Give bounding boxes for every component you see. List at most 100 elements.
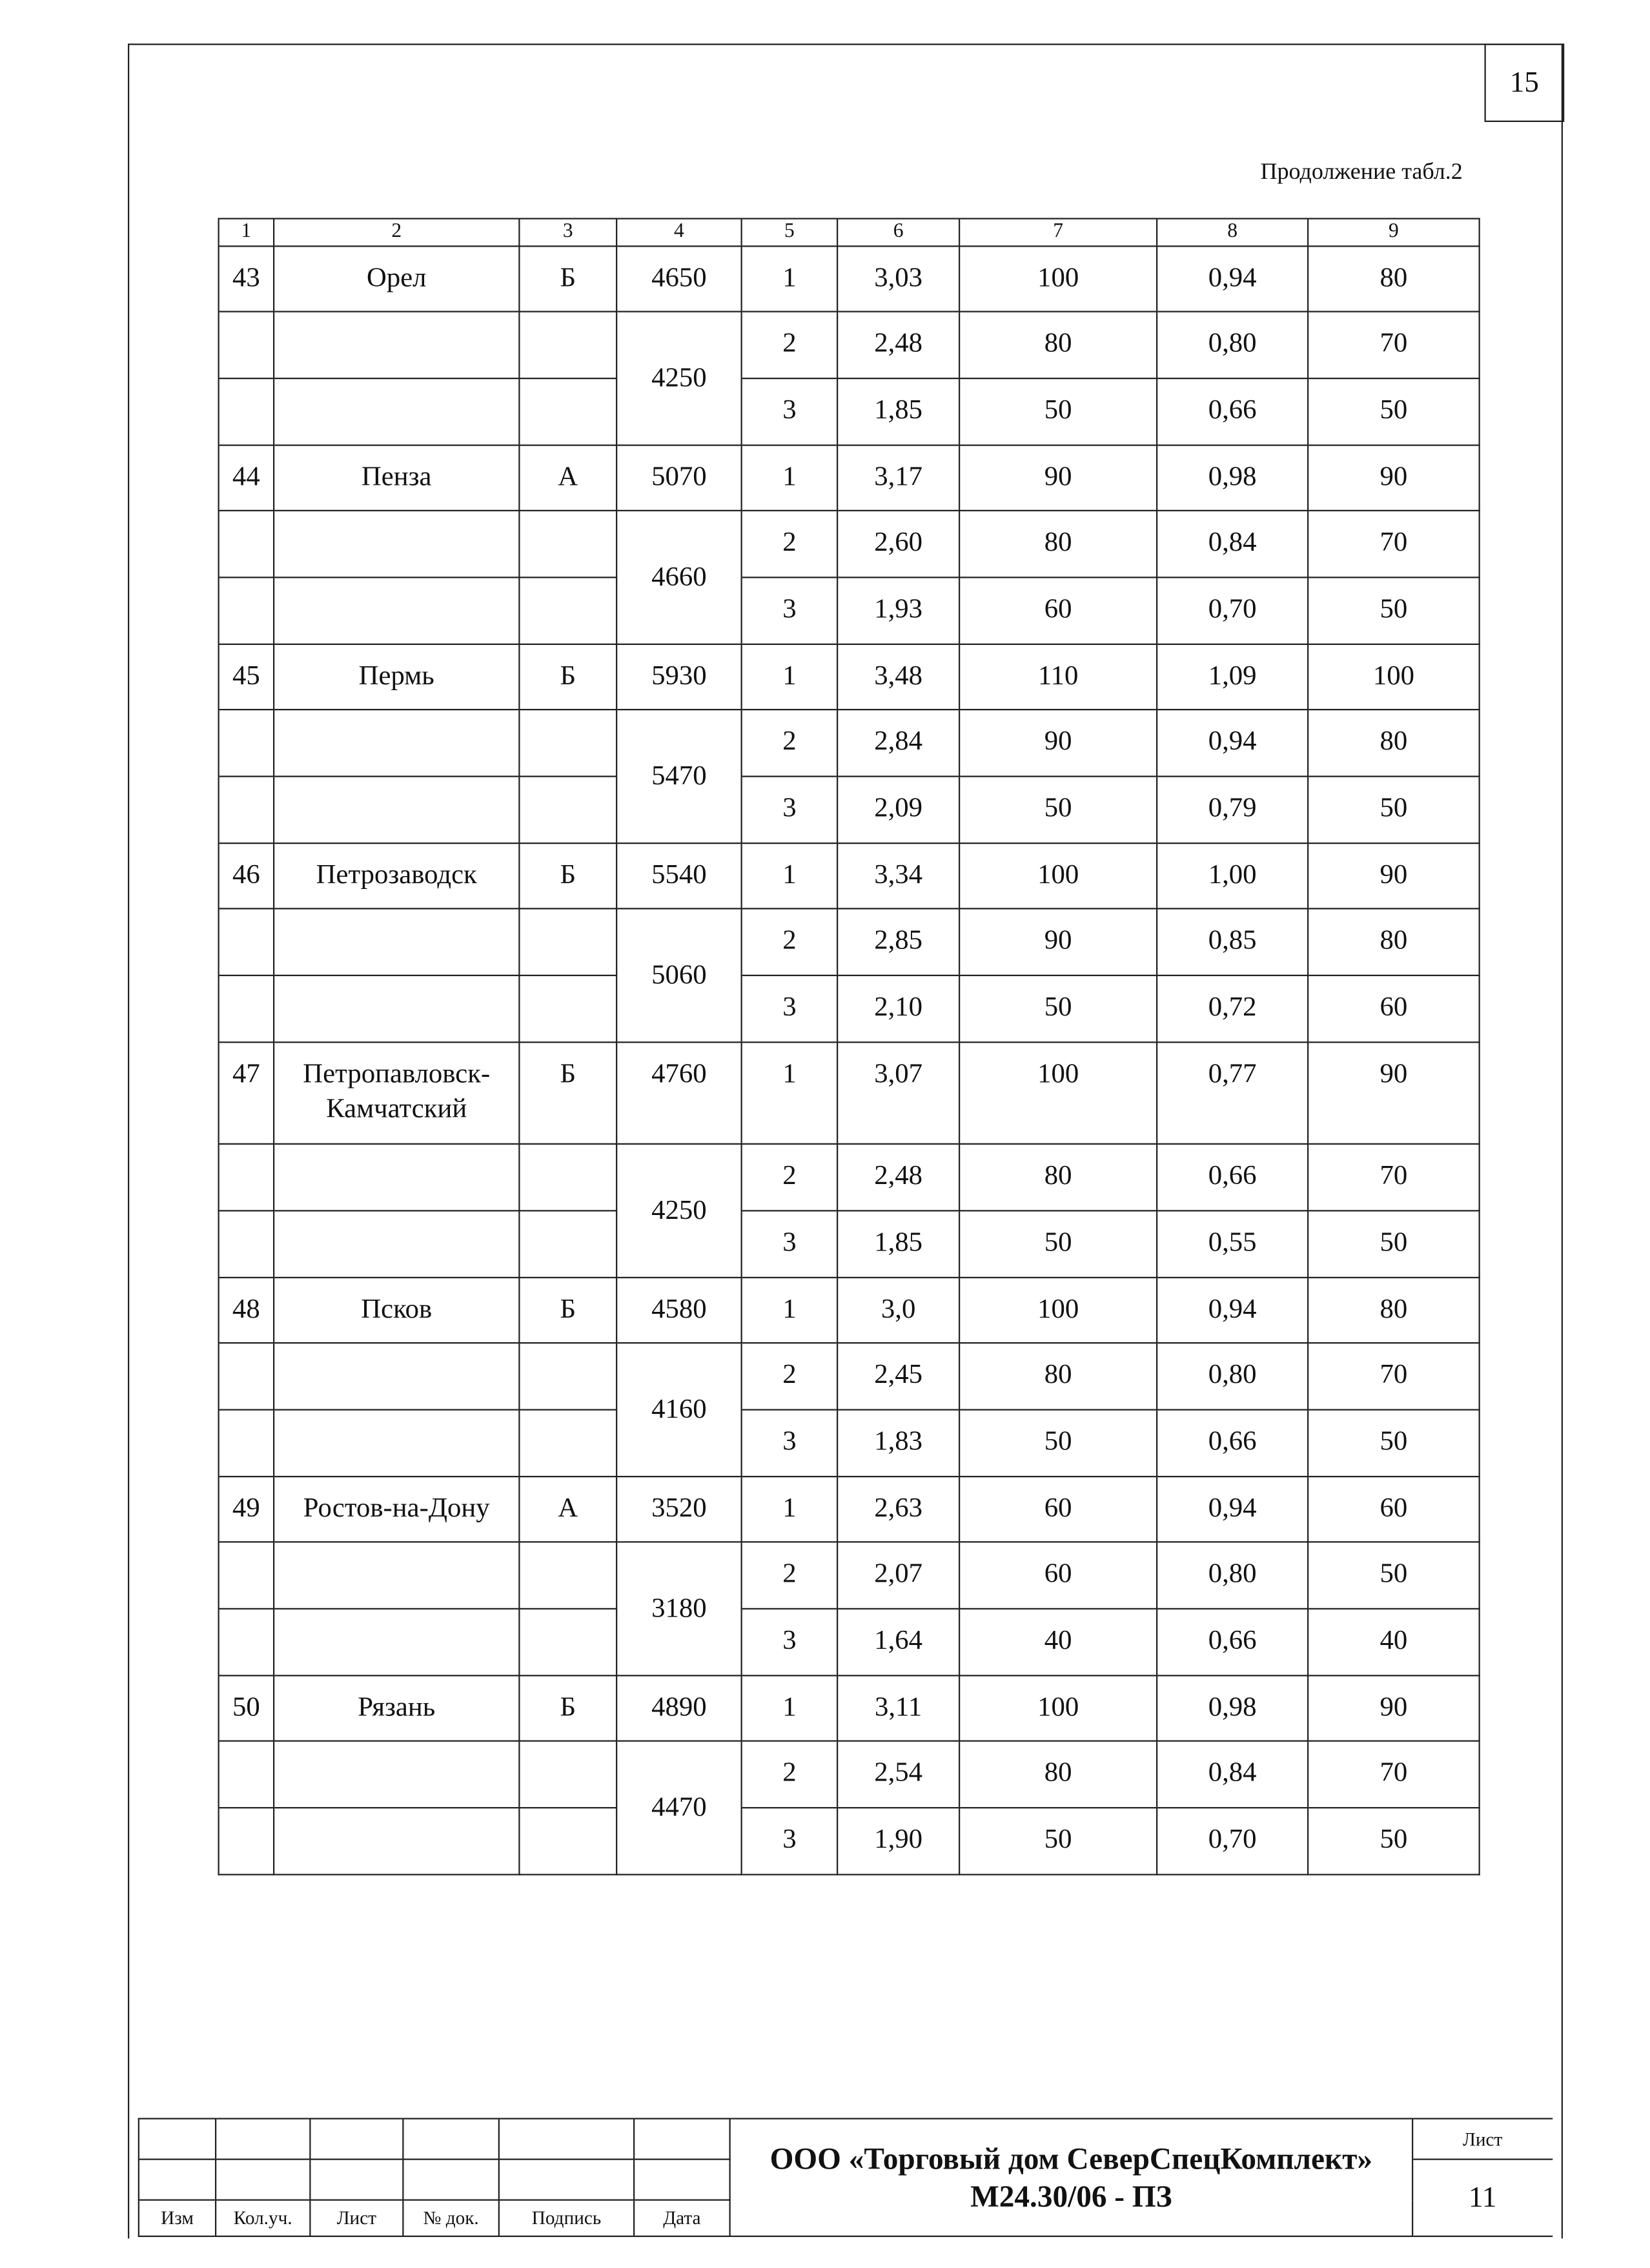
c8-value: 0,66 bbox=[1156, 378, 1309, 446]
city-name: Орел bbox=[273, 245, 520, 312]
c5-value: 1 bbox=[740, 1675, 839, 1742]
c7-value: 100 bbox=[959, 1041, 1158, 1145]
c5-value: 3 bbox=[740, 974, 839, 1043]
table-row: 5060 2 2,85 90 0,85 80 bbox=[218, 908, 1480, 1043]
c6-value: 1,93 bbox=[837, 577, 961, 645]
c5-value: 2 bbox=[740, 1143, 839, 1212]
city-name: Псков bbox=[273, 1276, 520, 1344]
zone: Б bbox=[518, 643, 618, 711]
empty-cell bbox=[518, 974, 618, 1043]
sheet-label: Лист bbox=[1412, 2118, 1553, 2160]
empty-cell bbox=[518, 311, 618, 380]
c5-value: 1 bbox=[740, 444, 839, 511]
c7-value: 90 bbox=[959, 444, 1158, 511]
c8-value: 0,55 bbox=[1156, 1210, 1309, 1278]
col4-value: 5070 bbox=[616, 444, 742, 511]
c7-value: 60 bbox=[959, 1476, 1158, 1543]
c9-value: 100 bbox=[1307, 643, 1480, 711]
c9-value: 90 bbox=[1307, 1675, 1480, 1742]
empty-cell bbox=[518, 1740, 618, 1809]
column-header: 3 bbox=[518, 218, 618, 247]
table-row: 50 Рязань Б 4890 1 3,11 100 0,98 90 bbox=[218, 1675, 1480, 1742]
row-number: 44 bbox=[218, 444, 275, 511]
c7-value: 50 bbox=[959, 775, 1158, 844]
c9-value: 70 bbox=[1307, 1342, 1480, 1411]
empty-cell bbox=[518, 378, 618, 446]
table-row: 3180 2 2,07 60 0,80 50 bbox=[218, 1541, 1480, 1677]
page-frame bbox=[128, 43, 1563, 2239]
table-row: 49 Ростов-на-Дону А 3520 1 2,63 60 0,94 60 bbox=[218, 1476, 1480, 1543]
c5-value: 2 bbox=[740, 311, 839, 380]
c6-value: 3,03 bbox=[837, 245, 961, 312]
c8-value: 0,80 bbox=[1156, 1342, 1309, 1411]
c9-value: 50 bbox=[1307, 378, 1480, 446]
table-row: 4250 2 2,48 80 0,80 70 bbox=[218, 311, 1480, 446]
row-number: 46 bbox=[218, 843, 275, 910]
empty-cell bbox=[273, 1342, 520, 1411]
col4-value: 5540 bbox=[616, 843, 742, 910]
city-name: Пермь bbox=[273, 643, 520, 711]
empty-cell bbox=[518, 709, 618, 777]
c6-value: 3,17 bbox=[837, 444, 961, 511]
c6-value: 3,11 bbox=[837, 1675, 961, 1742]
c5-value: 1 bbox=[740, 245, 839, 312]
c7-value: 80 bbox=[959, 1143, 1158, 1212]
c5-value: 3 bbox=[740, 775, 839, 844]
c7-value: 100 bbox=[959, 1675, 1158, 1742]
table-row: 3 1,90 50 0,70 50 bbox=[218, 1807, 1480, 1875]
c7-value: 40 bbox=[959, 1608, 1158, 1677]
c9-value: 70 bbox=[1307, 509, 1480, 578]
column-header: 6 bbox=[837, 218, 961, 247]
table-row: 3 2,09 50 0,79 50 bbox=[218, 775, 1480, 844]
c5-value: 2 bbox=[740, 1541, 839, 1609]
c8-value: 0,80 bbox=[1156, 311, 1309, 380]
table-row: 5470 2 2,84 90 0,94 80 bbox=[218, 709, 1480, 844]
c8-value: 0,80 bbox=[1156, 1541, 1309, 1609]
empty-cell bbox=[273, 1807, 520, 1875]
c6-value: 2,09 bbox=[837, 775, 961, 844]
empty-cell bbox=[218, 1342, 275, 1411]
c5-value: 1 bbox=[740, 1476, 839, 1543]
empty-cell bbox=[273, 775, 520, 844]
col4-merged-value: 4250 bbox=[616, 311, 742, 446]
table-row: 3 1,85 50 0,55 50 bbox=[218, 1210, 1480, 1278]
row-number: 43 bbox=[218, 245, 275, 312]
c7-value: 80 bbox=[959, 509, 1158, 578]
empty-cell bbox=[518, 1210, 618, 1278]
empty-cell bbox=[218, 974, 275, 1043]
table-row: 44 Пенза А 5070 1 3,17 90 0,98 90 bbox=[218, 444, 1480, 511]
empty-cell bbox=[518, 509, 618, 578]
c8-value: 0,84 bbox=[1156, 1740, 1309, 1809]
empty-cell bbox=[273, 1740, 520, 1809]
c7-value: 60 bbox=[959, 577, 1158, 645]
c6-value: 2,45 bbox=[837, 1342, 961, 1411]
column-header: 2 bbox=[273, 218, 520, 247]
c9-value: 50 bbox=[1307, 1541, 1480, 1609]
c9-value: 70 bbox=[1307, 1143, 1480, 1212]
empty-cell bbox=[218, 1608, 275, 1677]
c9-value: 60 bbox=[1307, 974, 1480, 1043]
stamp-label-signature: Подпись bbox=[498, 2199, 635, 2237]
c5-value: 1 bbox=[740, 1276, 839, 1344]
c5-value: 1 bbox=[740, 843, 839, 910]
empty-cell bbox=[273, 908, 520, 976]
c6-value: 3,07 bbox=[837, 1041, 961, 1145]
table-row: 45 Пермь Б 5930 1 3,48 110 1,09 100 bbox=[218, 643, 1480, 711]
c9-value: 50 bbox=[1307, 1807, 1480, 1875]
c5-value: 2 bbox=[740, 709, 839, 777]
stamp-label-list: Лист bbox=[309, 2199, 404, 2237]
c8-value: 0,70 bbox=[1156, 577, 1309, 645]
empty-cell bbox=[273, 311, 520, 380]
c6-value: 3,0 bbox=[837, 1276, 961, 1344]
c9-value: 70 bbox=[1307, 1740, 1480, 1809]
c7-value: 50 bbox=[959, 1409, 1158, 1478]
c5-value: 3 bbox=[740, 378, 839, 446]
c8-value: 0,66 bbox=[1156, 1608, 1309, 1677]
c6-value: 2,85 bbox=[837, 908, 961, 976]
c5-value: 3 bbox=[740, 577, 839, 645]
empty-cell bbox=[218, 311, 275, 380]
table-row: 3 2,10 50 0,72 60 bbox=[218, 974, 1480, 1043]
empty-cell bbox=[273, 509, 520, 578]
c9-value: 50 bbox=[1307, 775, 1480, 844]
